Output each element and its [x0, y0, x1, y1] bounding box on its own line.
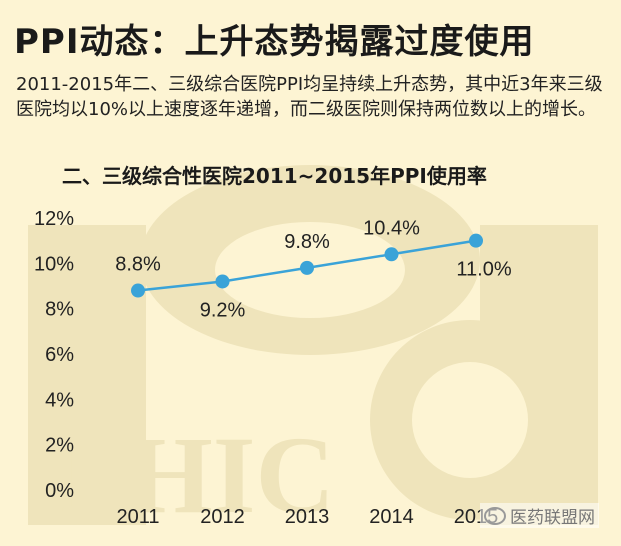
y-tick-label: 10%: [34, 253, 74, 275]
x-tick-label: 2011: [116, 506, 159, 528]
data-point: [469, 233, 483, 248]
y-tick-label: 4%: [45, 389, 74, 411]
data-point: [384, 247, 399, 262]
y-tick-label: 2%: [45, 435, 74, 457]
y-axis: 0% 2% 4% 6% 8% 10% 12%: [34, 208, 74, 502]
page-title: PPI动态：上升态势揭露过度使用: [14, 22, 535, 62]
data-point: [300, 260, 314, 275]
chart-title: 二、三级综合性医院2011~2015年PPI使用率: [62, 164, 487, 188]
y-tick-label: 8%: [45, 299, 74, 321]
data-points: [131, 233, 483, 298]
y-tick-label: 12%: [34, 208, 74, 230]
y-tick-label: 6%: [45, 344, 74, 366]
wechat-icon: [484, 506, 506, 525]
svg-text:PHIC: PHIC: [60, 414, 335, 536]
data-label: 10.4%: [363, 217, 420, 239]
data-point: [215, 274, 230, 289]
data-label: 11.0%: [456, 259, 511, 281]
data-label: 9.2%: [200, 299, 246, 321]
data-label: 8.8%: [115, 254, 161, 276]
intro-paragraph: 2011-2015年二、三级综合医院PPI均呈持续上升态势，其中近3年来三级医院…: [16, 74, 603, 120]
data-labels: 8.8% 9.2% 9.8% 10.4% 11.0%: [115, 217, 512, 321]
watermark-brand-text: 医药联盟网: [510, 508, 595, 528]
data-label: 9.8%: [284, 231, 330, 253]
watermark-brand: 医药联盟网: [480, 503, 599, 528]
data-point: [131, 283, 145, 298]
x-axis: 2011 2012 2013 2014 2015: [116, 506, 498, 528]
x-tick-label: 2013: [285, 506, 330, 528]
x-tick-label: 2012: [200, 506, 245, 528]
x-tick-label: 2014: [369, 506, 414, 528]
y-tick-label: 0%: [45, 480, 74, 502]
